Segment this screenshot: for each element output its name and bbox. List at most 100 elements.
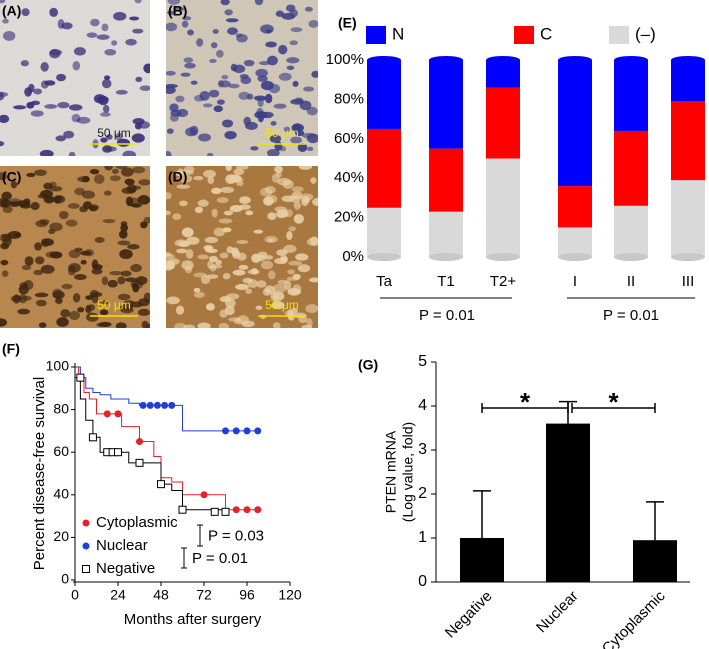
nucleus: [228, 83, 240, 89]
nucleus: [292, 80, 299, 87]
nucleus: [143, 63, 150, 74]
nucleus: [91, 268, 103, 275]
nucleus: [216, 49, 224, 58]
nucleus: [224, 130, 237, 140]
nucleus: [99, 112, 111, 117]
nucleus: [193, 94, 205, 102]
panel-label: (D): [168, 169, 187, 185]
nucleus: [102, 145, 113, 153]
nucleus: [220, 186, 235, 194]
nucleus: [305, 304, 318, 314]
panel-label: (A): [2, 3, 21, 19]
nucleus: [132, 283, 140, 293]
nucleus: [203, 169, 217, 178]
nucleus: [176, 184, 191, 189]
censor-marker: [157, 480, 165, 489]
nucleus: [174, 6, 185, 12]
nucleus: [72, 61, 81, 71]
nucleus: [138, 298, 150, 307]
nucleus: [68, 104, 83, 111]
bar-segment: [671, 101, 705, 181]
bar-cap: [614, 56, 648, 64]
nucleus: [270, 121, 277, 126]
nucleus: [35, 299, 47, 307]
nucleus: [56, 317, 69, 327]
panel-label: (E): [338, 15, 357, 31]
nucleus: [298, 166, 313, 170]
y-tick-label: 0: [418, 573, 427, 590]
nucleus: [260, 260, 273, 270]
nucleus: [213, 227, 225, 237]
nucleus: [216, 99, 225, 105]
nucleus: [259, 60, 271, 66]
legend-marker: [82, 565, 90, 573]
nucleus: [297, 142, 308, 152]
nucleus: [169, 103, 179, 113]
nucleus: [85, 304, 92, 314]
nucleus: [23, 198, 31, 205]
nucleus: [96, 34, 110, 40]
nucleus: [172, 213, 182, 220]
nucleus: [211, 208, 218, 218]
nucleus: [65, 219, 78, 227]
nucleus: [255, 68, 268, 78]
nucleus: [288, 226, 297, 232]
nucleus: [291, 186, 304, 193]
nucleus: [24, 87, 33, 97]
y-tick-label: 5: [418, 353, 427, 370]
nucleus: [135, 276, 148, 285]
censor-marker: [136, 438, 143, 446]
nucleus: [264, 185, 276, 194]
nucleus: [287, 269, 295, 275]
nucleus: [245, 288, 253, 294]
nucleus: [265, 194, 278, 204]
scale-bar-label: 50 μm: [265, 126, 299, 140]
bar-segment: [558, 227, 592, 257]
nucleus: [265, 93, 273, 104]
legend-label: (–): [635, 24, 656, 43]
nucleus: [219, 252, 229, 259]
nucleus: [260, 80, 274, 91]
nucleus: [101, 23, 109, 32]
nucleus: [89, 169, 100, 175]
nucleus: [120, 223, 128, 233]
nucleus: [238, 91, 251, 100]
nucleus: [306, 133, 318, 144]
nucleus: [206, 248, 218, 254]
nucleus: [130, 264, 142, 273]
nucleus: [285, 4, 296, 12]
bar-segment: [486, 87, 520, 159]
nucleus: [68, 262, 81, 273]
nucleus: [71, 113, 81, 123]
censor-marker: [232, 427, 240, 435]
nucleus: [286, 230, 293, 241]
nucleus: [117, 240, 131, 246]
nucleus: [219, 296, 232, 303]
nucleus: [49, 48, 61, 59]
nucleus: [293, 123, 302, 131]
censor-marker: [178, 505, 187, 514]
nucleus: [102, 219, 116, 224]
nucleus: [120, 270, 132, 277]
nucleus: [209, 58, 217, 63]
nucleus: [1, 191, 12, 200]
nucleus: [254, 0, 264, 6]
nucleus: [118, 230, 128, 239]
bar: [546, 423, 590, 582]
censor-marker: [146, 401, 154, 409]
nucleus: [101, 78, 112, 89]
nucleus: [26, 172, 36, 178]
nucleus: [301, 324, 313, 328]
nucleus: [283, 126, 291, 132]
nucleus: [278, 72, 292, 81]
nucleus: [270, 291, 279, 302]
nucleus: [220, 0, 230, 6]
x-tick-label: 120: [278, 587, 302, 603]
nucleus: [52, 290, 65, 299]
y-tick-label: 2: [418, 485, 427, 502]
panel-label: (G): [358, 357, 378, 373]
x-tick-label: II: [627, 273, 635, 290]
censor-marker: [210, 507, 219, 516]
nucleus: [74, 247, 83, 252]
censor-marker: [254, 427, 262, 435]
